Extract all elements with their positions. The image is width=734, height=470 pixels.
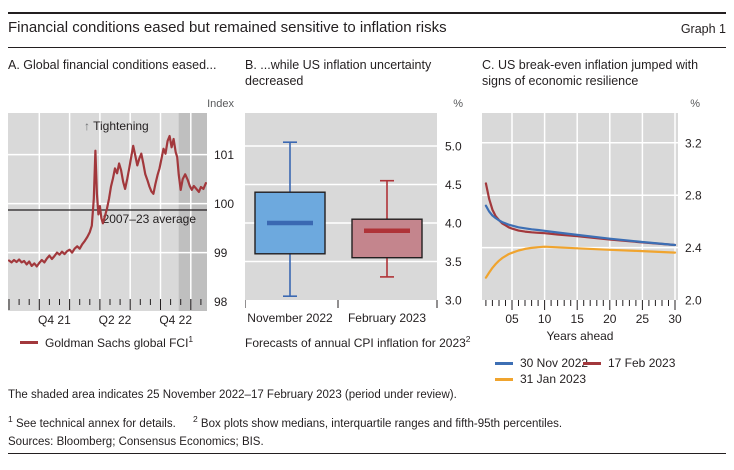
breakeven-series-line bbox=[484, 204, 677, 247]
top-rule bbox=[8, 12, 726, 14]
panel-a-unit-label: Index bbox=[207, 98, 234, 110]
legend-item-30-nov-2022: 30 Nov 2022 bbox=[495, 356, 588, 370]
legend-swatch-orange bbox=[495, 377, 513, 381]
fci-legend-label: Goldman Sachs global FCI1 bbox=[45, 334, 194, 350]
panel-c-unit-label: % bbox=[690, 98, 700, 110]
shaded-period-band bbox=[178, 113, 207, 311]
footnote-2: 2 Box plots show medians, interquartile … bbox=[192, 414, 563, 430]
legend-swatch-red bbox=[583, 361, 601, 365]
y-tick-label: 3.2 bbox=[685, 136, 702, 150]
y-tick-label: 3.5 bbox=[445, 255, 462, 269]
y-tick-label: 4.0 bbox=[445, 217, 462, 231]
x-tick-label: 20 bbox=[603, 312, 617, 326]
iqr-box bbox=[351, 218, 423, 259]
legend-item-17-feb-2023: 17 Feb 2023 bbox=[583, 356, 675, 370]
panel-b-unit-label: % bbox=[453, 98, 463, 110]
breakeven-line-chart: 2.0 2.4 2.8 3.2 05 10 15 20 25 30 bbox=[482, 113, 702, 326]
panel-b-title: B. ...while US inflation uncertainty dec… bbox=[245, 58, 432, 88]
title-rule bbox=[8, 47, 726, 48]
footnotes: 1 See technical annex for details. 2 Box… bbox=[8, 414, 562, 430]
plot-background bbox=[482, 113, 678, 300]
category-label: February 2023 bbox=[348, 311, 426, 325]
x-tick-label: 05 bbox=[505, 312, 519, 326]
shaded-area-note: The shaded area indicates 25 November 20… bbox=[8, 389, 457, 401]
y-tick-label: 101 bbox=[214, 148, 234, 162]
sources-line: Sources: Bloomberg; Consensus Economics;… bbox=[8, 436, 264, 448]
panel-a-title: A. Global financial conditions eased... bbox=[8, 58, 217, 72]
panel-a-legend: Goldman Sachs global FCI1 bbox=[20, 334, 193, 350]
fci-legend-swatch bbox=[20, 340, 38, 344]
breakeven-series-line bbox=[484, 245, 677, 279]
x-tick-label: 30 bbox=[668, 312, 682, 326]
tightening-annotation: ↑ Tightening bbox=[84, 119, 149, 133]
breakeven-series-line bbox=[484, 182, 677, 247]
category-label: November 2022 bbox=[247, 311, 333, 325]
fci-line-chart: 98 99 100 101 2007–23 average ↑ Tightening Q4 … bbox=[8, 113, 234, 327]
y-tick-label: 2.0 bbox=[685, 294, 702, 308]
x-tick-label: Q4 21 bbox=[38, 313, 71, 327]
footnote-1: 1 See technical annex for details. bbox=[8, 414, 176, 430]
panel-c-xaxis-label: Years ahead bbox=[546, 329, 614, 343]
page-title: Financial conditions eased but remained … bbox=[8, 19, 447, 36]
legend-swatch-blue bbox=[495, 361, 513, 365]
y-tick-label: 3.0 bbox=[445, 294, 462, 308]
bottom-rule bbox=[8, 453, 726, 454]
x-tick-label: 15 bbox=[571, 312, 585, 326]
y-tick-label: 99 bbox=[214, 246, 228, 260]
x-tick-label: 25 bbox=[636, 312, 650, 326]
x-tick-label: Q2 22 bbox=[99, 313, 132, 327]
y-tick-label: 2.4 bbox=[685, 241, 702, 255]
average-line-label: 2007–23 average bbox=[103, 212, 197, 226]
y-tick-label: 98 bbox=[214, 295, 228, 309]
y-tick-label: 5.0 bbox=[445, 140, 462, 154]
x-tick-label: 10 bbox=[538, 312, 552, 326]
panel-b-caption: Forecasts of annual CPI inflation for 20… bbox=[245, 334, 471, 350]
graph-number-label: Graph 1 bbox=[680, 22, 726, 36]
y-tick-label: 2.8 bbox=[685, 189, 702, 203]
cpi-boxplot-chart: 3.0 3.5 4.0 4.5 5.0 November 2022 February 202… bbox=[245, 113, 462, 325]
panel-c-title: C. US break-even inflation jumped with s… bbox=[482, 58, 699, 88]
y-tick-label: 100 bbox=[214, 197, 234, 211]
y-tick-label: 4.5 bbox=[445, 178, 462, 192]
fci-series-line bbox=[8, 134, 207, 268]
x-tick-label: Q4 22 bbox=[159, 313, 192, 327]
legend-item-31-jan-2023: 31 Jan 2023 bbox=[495, 372, 586, 386]
